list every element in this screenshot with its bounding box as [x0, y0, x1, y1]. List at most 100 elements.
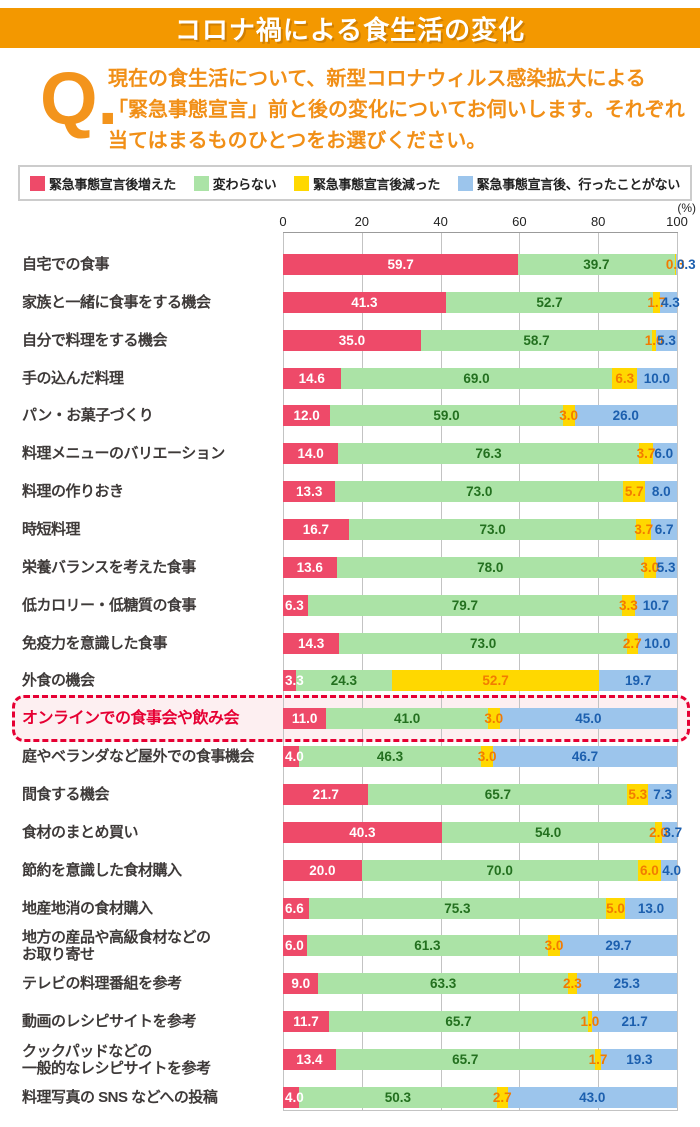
bar-segment-increased	[283, 519, 349, 541]
bar-segment-decreased	[391, 670, 600, 692]
value-label: 4.0	[662, 862, 682, 878]
bar-segment-never-did	[507, 1086, 677, 1108]
gridline	[677, 232, 678, 1110]
axis-line	[283, 232, 678, 233]
bar-segment-never-did	[625, 897, 677, 919]
category-label: オンラインでの食事会や飲み会	[22, 710, 240, 728]
value-label: 9.0	[291, 976, 311, 992]
category-label: 家族と一緒に食事をする機会	[22, 293, 211, 311]
category-label: 地産地消の食材購入	[22, 899, 153, 917]
page-title: コロナ禍による食生活の変化	[174, 14, 526, 45]
bar-segment-increased	[283, 784, 369, 806]
value-label: 19.7	[625, 673, 652, 689]
value-label: 3.7	[663, 824, 683, 840]
stacked-bar: 35.0 58.7 1.0 5.3	[283, 329, 677, 351]
value-label: 1.7	[647, 294, 667, 310]
stacked-bar: 14.3 73.0 2.7 10.0	[283, 632, 677, 654]
bar-segment-decreased	[594, 1049, 602, 1071]
value-label: 3.0	[484, 711, 504, 727]
value-label: 3.7	[636, 446, 656, 462]
bar-segment-increased	[283, 443, 339, 465]
legend-item-0: 緊急事態宣言後増えた	[30, 174, 176, 193]
legend-label: 緊急事態宣言後減った	[313, 176, 441, 192]
bar-segment-unchanged	[518, 254, 675, 275]
value-label: 24.3	[330, 673, 357, 689]
bar-segment-never-did	[591, 1011, 678, 1033]
axis-tick-label: 100	[666, 214, 688, 229]
bar-segment-never-did	[599, 670, 677, 692]
bar-segment-never-did	[645, 481, 677, 503]
bar-segment-unchanged	[441, 821, 655, 843]
value-label: 5.3	[628, 787, 648, 803]
value-label: 3.0	[640, 559, 660, 575]
legend-swatch	[294, 175, 310, 191]
value-label: 76.3	[475, 446, 502, 462]
value-label: 65.7	[484, 787, 512, 803]
bar-segment-decreased	[652, 329, 657, 351]
bar-segment-never-did	[660, 291, 677, 313]
bar-segment-unchanged	[445, 291, 654, 313]
bar-segment-unchanged	[335, 481, 623, 503]
stacked-bar: 6.3 79.7 3.3 10.7	[283, 594, 677, 616]
value-label: 10.7	[642, 597, 670, 613]
bar-segment-increased	[283, 291, 446, 313]
bar-segment-never-did	[650, 519, 678, 541]
bar-segment-increased	[283, 481, 336, 503]
value-label: 29.7	[605, 938, 632, 954]
value-label: 4.0	[285, 749, 304, 765]
legend-item-3: 緊急事態宣言後、行ったことがない	[457, 174, 681, 193]
bar-segment-decreased	[612, 367, 638, 389]
axis-bottom-line	[283, 1110, 678, 1111]
bar-segment-unchanged	[326, 708, 488, 730]
category-label: 間食する機会	[22, 786, 110, 804]
axis-tick-label: 20	[354, 214, 370, 229]
bar-segment-decreased	[496, 1086, 508, 1108]
bar-segment-unchanged	[306, 935, 549, 957]
legend-label: 緊急事態宣言後、行ったことがない	[476, 176, 681, 192]
percent-unit-label: (%)	[677, 201, 696, 215]
stacked-bar: 21.7 65.7 5.3 7.3	[283, 784, 677, 806]
bar-segment-decreased	[654, 821, 663, 843]
bar-segment-never-did	[637, 367, 677, 389]
bar-segment-unchanged	[330, 405, 563, 427]
axis-tick-label: 80	[590, 214, 606, 229]
category-label: 節約を意識した食材購入	[22, 861, 182, 879]
value-label: 43.0	[579, 1089, 606, 1105]
category-label: 手の込んだ料理	[22, 369, 124, 387]
stacked-bar: 12.0 59.0 3.0 26.0	[283, 405, 677, 427]
category-label: 料理写真の SNS などへの投稿	[22, 1088, 218, 1106]
bar-segment-increased	[283, 329, 421, 351]
bar-segment-decreased	[627, 784, 649, 806]
bar-segment-increased	[283, 897, 309, 919]
value-label: 59.7	[387, 257, 414, 272]
value-label: 6.0	[285, 938, 304, 954]
category-label: 動画のレシピサイトを参考	[22, 1013, 197, 1031]
value-label: 50.3	[384, 1089, 411, 1105]
value-label: 14.3	[298, 635, 325, 651]
value-label: 78.0	[477, 559, 504, 575]
bar-segment-decreased	[623, 481, 646, 503]
value-label: 46.3	[376, 749, 404, 765]
value-label: 5.7	[624, 484, 644, 500]
category-label: パン・お菓子づくり	[22, 407, 154, 425]
value-label: 73.0	[479, 522, 506, 538]
value-label: 46.7	[571, 749, 599, 765]
bar-segment-never-did	[499, 708, 677, 730]
q-mark: Q.	[40, 57, 119, 140]
category-label: 低カロリー・低糖質の食事	[22, 596, 197, 614]
category-label: 自宅での食事	[22, 256, 110, 273]
bar-segment-increased	[283, 254, 519, 275]
bar-segment-never-did	[559, 935, 677, 957]
value-label: 5.3	[656, 559, 676, 575]
value-label: 52.7	[482, 673, 509, 689]
stacked-bar: 13.6 78.0 3.0 5.3	[283, 556, 677, 578]
value-label: 73.0	[466, 484, 493, 500]
bar-segment-increased	[283, 556, 337, 578]
bar-segment-never-did	[662, 821, 677, 843]
bar-segment-decreased	[621, 594, 635, 616]
bar-segment-decreased	[548, 935, 560, 957]
bar-segment-increased	[283, 859, 362, 881]
page-header: コロナ禍による食生活の変化	[0, 8, 700, 48]
value-label: 63.3	[430, 976, 457, 992]
value-label: 6.0	[654, 446, 674, 462]
